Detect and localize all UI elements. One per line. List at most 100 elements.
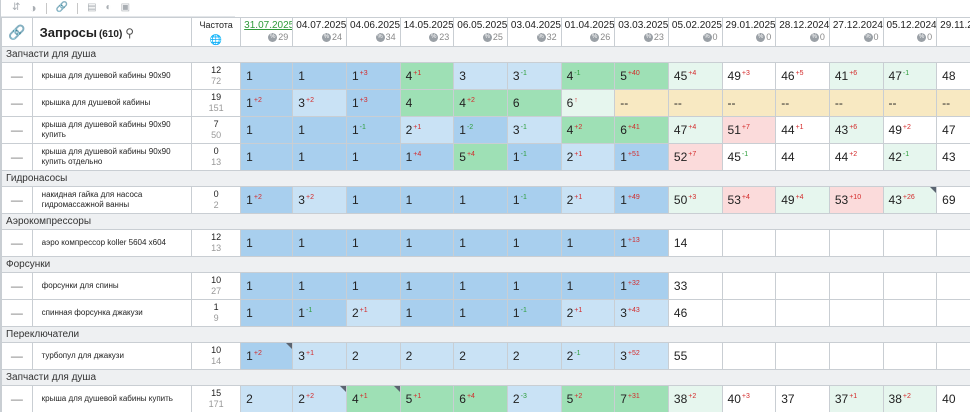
position-cell[interactable]: 1 [292, 62, 347, 90]
position-cell[interactable]: 1 [292, 143, 347, 171]
position-cell[interactable]: 4+1 [345, 385, 401, 412]
position-cell[interactable]: 1-1 [506, 143, 562, 171]
position-cell[interactable]: 1 [240, 143, 294, 171]
position-cell[interactable]: 1 [453, 272, 508, 300]
date-column-header[interactable]: 01.04.2025% 26 [560, 17, 616, 47]
date-column-header[interactable]: 14.05.2025% 23 [399, 17, 455, 47]
position-cell[interactable]: 1 [345, 186, 401, 214]
position-cell[interactable] [775, 272, 830, 300]
date-column-header[interactable]: 31.07.2025% 29 [240, 17, 294, 47]
position-cell[interactable]: 4+1 [399, 62, 455, 90]
position-cell[interactable]: 4-1 [560, 62, 616, 90]
position-cell[interactable]: 52+7 [667, 143, 723, 171]
position-cell[interactable]: 51+7 [721, 116, 777, 144]
position-cell[interactable]: 1+2 [240, 186, 294, 214]
position-cell[interactable] [882, 229, 938, 257]
position-cell[interactable]: 47-1 [882, 62, 938, 90]
position-cell[interactable] [721, 299, 777, 327]
position-cell[interactable]: 40 [936, 385, 970, 412]
date-column-header[interactable]: 29.11.2024%0 [936, 17, 970, 47]
position-cell[interactable]: 2+1 [560, 186, 616, 214]
position-cell[interactable]: 49+2 [882, 116, 938, 144]
position-cell[interactable]: 2 [240, 385, 294, 412]
position-cell[interactable]: 1 [292, 116, 347, 144]
position-cell[interactable]: 1+51 [614, 143, 669, 171]
date-column-header[interactable]: 05.12.2024% 0 [882, 17, 938, 47]
position-cell[interactable]: 1 [399, 186, 455, 214]
position-cell[interactable] [828, 272, 884, 300]
position-cell[interactable]: 2+1 [560, 299, 616, 327]
position-cell[interactable]: 1 [240, 116, 294, 144]
position-cell[interactable]: -- [614, 89, 669, 117]
position-cell[interactable]: 37+1 [828, 385, 884, 412]
position-cell[interactable] [936, 342, 970, 370]
row-handle-icon[interactable]: — [1, 143, 33, 171]
position-cell[interactable]: 5+2 [560, 385, 616, 412]
date-column-header[interactable]: 04.06.2025% 34 [345, 17, 401, 47]
query-text[interactable]: крышка для душевой кабины [31, 89, 193, 117]
position-cell[interactable]: 1 [240, 299, 294, 327]
position-cell[interactable] [721, 272, 777, 300]
row-handle-icon[interactable]: — [1, 229, 33, 257]
position-cell[interactable]: 1 [240, 62, 294, 90]
position-cell[interactable]: 1-1 [345, 116, 401, 144]
position-cell[interactable] [721, 229, 777, 257]
position-cell[interactable]: 44 [775, 143, 830, 171]
position-cell[interactable]: 1 [345, 143, 401, 171]
position-cell[interactable]: 1 [345, 272, 401, 300]
position-cell[interactable]: 3-1 [506, 62, 562, 90]
position-cell[interactable]: 2+1 [399, 116, 455, 144]
position-cell[interactable]: 1+2 [240, 342, 294, 370]
position-cell[interactable] [936, 272, 970, 300]
date-column-header[interactable]: 05.02.2025% 0 [667, 17, 723, 47]
row-handle-icon[interactable]: — [1, 342, 33, 370]
date-column-header[interactable]: 03.04.2025% 32 [506, 17, 562, 47]
position-cell[interactable]: -- [882, 89, 938, 117]
position-cell[interactable]: 38+2 [667, 385, 723, 412]
group-row[interactable]: Переключатели [1, 326, 970, 343]
position-cell[interactable]: 1 [399, 299, 455, 327]
position-cell[interactable] [828, 229, 884, 257]
position-cell[interactable]: 6+41 [614, 116, 669, 144]
query-column-header[interactable]: Запросы (610) ⚲ [31, 17, 193, 47]
position-cell[interactable] [882, 342, 938, 370]
position-cell[interactable]: 49+4 [775, 186, 830, 214]
position-cell[interactable]: 41+6 [828, 62, 884, 90]
position-cell[interactable]: 48 [936, 62, 970, 90]
position-cell[interactable]: 1+4 [399, 143, 455, 171]
position-cell[interactable]: 2 [399, 342, 455, 370]
position-cell[interactable]: 33 [667, 272, 723, 300]
row-handle-icon[interactable]: — [1, 272, 33, 300]
position-cell[interactable]: 2 [345, 342, 401, 370]
position-cell[interactable]: 1 [560, 229, 616, 257]
position-cell[interactable]: 3 [453, 62, 508, 90]
position-cell[interactable]: 1 [292, 272, 347, 300]
position-cell[interactable]: 2 [453, 342, 508, 370]
position-cell[interactable]: 38+2 [882, 385, 938, 412]
position-cell[interactable]: 1 [240, 229, 294, 257]
position-cell[interactable] [775, 342, 830, 370]
position-cell[interactable]: 40+3 [721, 385, 777, 412]
row-handle-icon[interactable]: — [1, 62, 33, 90]
position-cell[interactable]: 1 [399, 272, 455, 300]
position-cell[interactable]: 7+31 [614, 385, 669, 412]
toggle-icon[interactable]: ◑ [29, 1, 37, 15]
position-cell[interactable]: 1-1 [506, 186, 562, 214]
date-column-header[interactable]: 06.05.2025% 25 [453, 17, 508, 47]
group-row[interactable]: Форсунки [1, 256, 970, 273]
position-cell[interactable]: 1 [506, 229, 562, 257]
position-cell[interactable]: 37 [775, 385, 830, 412]
group-row[interactable]: Запчасти для душа [1, 369, 970, 386]
position-cell[interactable]: 2+1 [345, 299, 401, 327]
position-cell[interactable]: 43+26 [882, 186, 938, 214]
position-cell[interactable]: -- [828, 89, 884, 117]
position-cell[interactable]: -- [775, 89, 830, 117]
position-cell[interactable]: 6+4 [453, 385, 508, 412]
row-handle-icon[interactable]: — [1, 385, 33, 412]
position-cell[interactable] [828, 342, 884, 370]
position-cell[interactable]: 1 [292, 229, 347, 257]
position-cell[interactable]: 3+2 [292, 186, 347, 214]
position-cell[interactable]: 2+1 [560, 143, 616, 171]
position-cell[interactable]: 5+1 [399, 385, 455, 412]
position-cell[interactable] [775, 299, 830, 327]
